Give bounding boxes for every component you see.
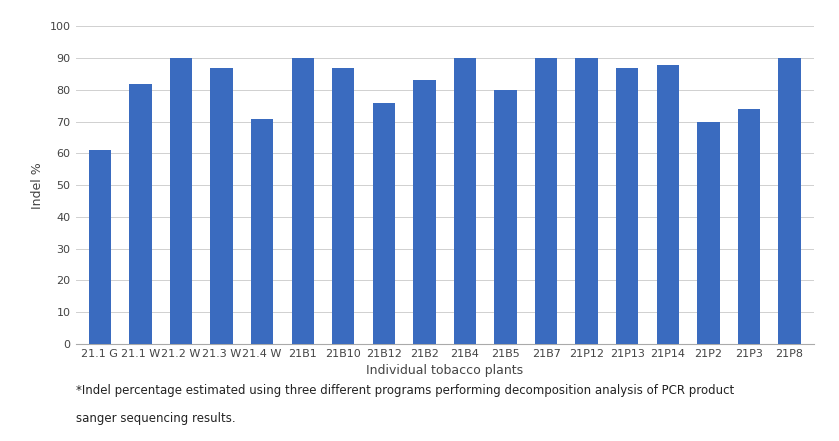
Bar xyxy=(697,122,720,344)
Bar xyxy=(657,64,679,344)
Bar xyxy=(332,68,354,344)
Bar xyxy=(494,90,517,344)
Bar xyxy=(129,84,152,344)
Bar xyxy=(291,58,314,344)
X-axis label: Individual tobacco plants: Individual tobacco plants xyxy=(366,364,524,377)
Bar xyxy=(251,119,274,344)
Y-axis label: Indel %: Indel % xyxy=(31,162,44,209)
Bar xyxy=(616,68,638,344)
Bar xyxy=(414,80,435,344)
Bar xyxy=(89,150,111,344)
Bar xyxy=(737,109,760,344)
Bar xyxy=(169,58,192,344)
Bar xyxy=(779,58,800,344)
Text: *Indel percentage estimated using three different programs performing decomposit: *Indel percentage estimated using three … xyxy=(76,384,734,396)
Text: sanger sequencing results.: sanger sequencing results. xyxy=(76,412,235,425)
Bar xyxy=(576,58,598,344)
Bar xyxy=(373,103,395,344)
Bar xyxy=(535,58,557,344)
Bar xyxy=(454,58,476,344)
Bar xyxy=(211,68,232,344)
